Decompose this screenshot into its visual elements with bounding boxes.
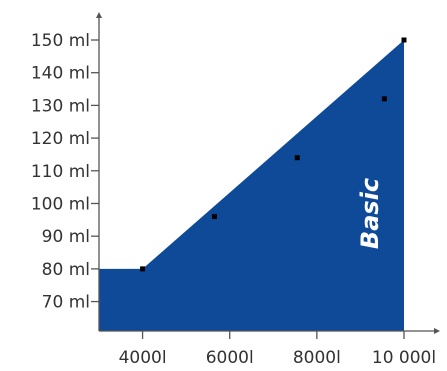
y-tick-label: 70 ml (42, 293, 90, 313)
y-tick-label: 80 ml (42, 260, 90, 280)
y-tick-label: 110 ml (31, 162, 90, 182)
y-tick-label: 130 ml (31, 96, 90, 116)
y-tick-label: 90 ml (42, 227, 90, 247)
series-label-basic: Basic (356, 178, 384, 249)
data-point (381, 96, 387, 102)
y-tick-label: 100 ml (31, 194, 90, 214)
series-area-basic (99, 40, 404, 331)
x-tick-label: 4000l (119, 348, 167, 368)
data-point (294, 155, 300, 161)
data-point (140, 266, 146, 272)
y-tick-label: 140 ml (31, 64, 90, 84)
y-tick-label: 150 ml (31, 31, 90, 51)
area-layer (99, 40, 404, 331)
marker-layer (140, 37, 407, 272)
data-point (211, 214, 217, 220)
y-tick-label: 120 ml (31, 129, 90, 149)
data-point (401, 37, 407, 43)
x-tick-label: 10 000l (372, 348, 436, 368)
x-tick-label: 6000l (206, 348, 254, 368)
x-axis-arrow-icon (434, 328, 440, 334)
y-axis-arrow-icon (96, 12, 102, 18)
axes: 70 ml 80 ml 90 ml 100 ml 110 ml 120 ml 130 ml 1… (31, 12, 440, 368)
x-tick-label: 8000l (293, 348, 341, 368)
